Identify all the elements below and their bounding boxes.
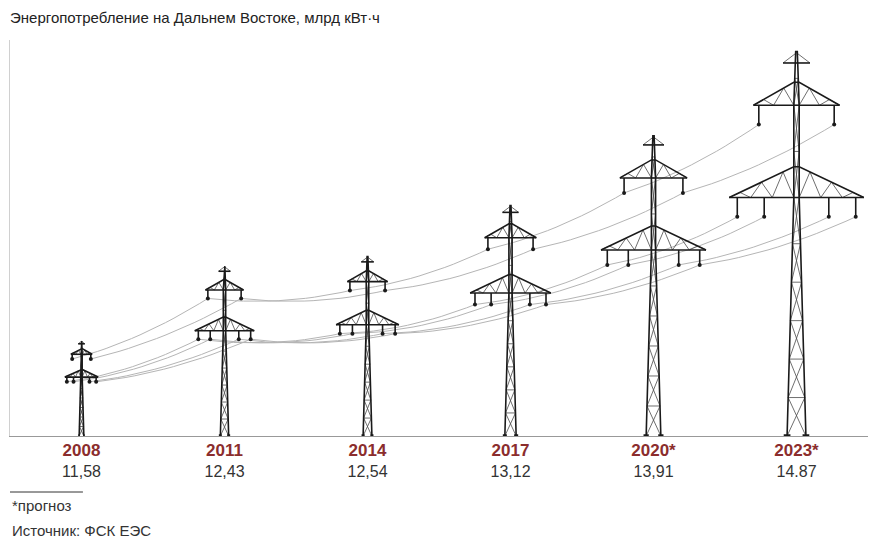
svg-text:2023*14.87: 2023*14.87 (774, 441, 819, 480)
svg-text:200811,58: 200811,58 (62, 441, 101, 480)
svg-text:*прогноз: *прогноз (12, 497, 72, 514)
svg-text:2020*13,91: 2020*13,91 (631, 441, 676, 480)
svg-text:201713,12: 201713,12 (490, 441, 530, 480)
svg-text:201412,54: 201412,54 (347, 441, 387, 480)
svg-text:Энергопотребление на Дальнем В: Энергопотребление на Дальнем Востоке, мл… (10, 9, 380, 26)
svg-text:Источник: ФСК ЕЭС: Источник: ФСК ЕЭС (12, 522, 151, 539)
svg-text:201112,43: 201112,43 (204, 441, 244, 480)
